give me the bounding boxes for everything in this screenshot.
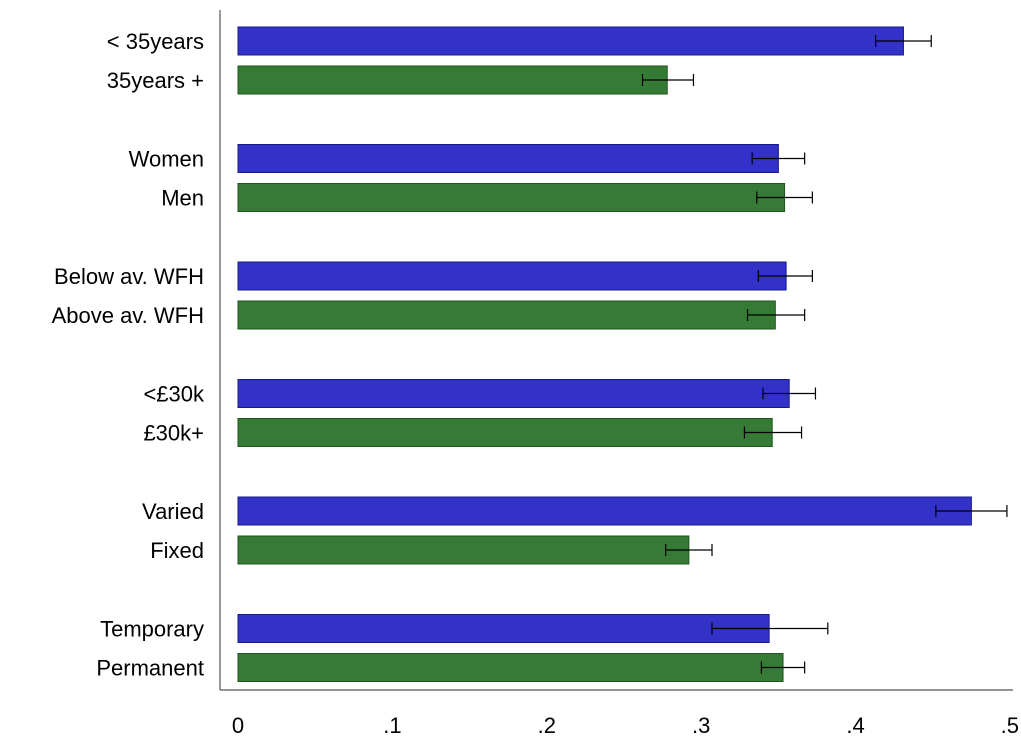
x-tick-label-0: 0 bbox=[232, 713, 244, 738]
category-label-5: Above av. WFH bbox=[52, 303, 204, 328]
bar-11 bbox=[237, 653, 784, 682]
category-label-2: Women bbox=[129, 147, 204, 172]
bar-0 bbox=[237, 26, 904, 56]
error-bar-7 bbox=[743, 426, 803, 439]
category-label-6: <£30k bbox=[143, 382, 205, 407]
x-tick-label-5: .5 bbox=[1001, 713, 1019, 738]
category-labels: < 35years 35years + Women Men Below av. WFH A… bbox=[52, 29, 205, 681]
bar-3 bbox=[237, 183, 786, 212]
category-label-10: Temporary bbox=[100, 617, 204, 642]
error-bars-group bbox=[641, 35, 1008, 674]
error-bar-1 bbox=[641, 74, 695, 86]
bar-6 bbox=[237, 379, 790, 408]
bar-2 bbox=[237, 144, 779, 173]
x-tick-labels: 0 .1 .2 .3 .4 .5 bbox=[232, 713, 1019, 738]
x-tick-label-2: .2 bbox=[538, 713, 556, 738]
category-label-8: Varied bbox=[142, 499, 204, 524]
category-label-4: Below av. WFH bbox=[54, 264, 204, 289]
error-bar-6 bbox=[762, 387, 817, 400]
error-bar-3 bbox=[756, 191, 813, 204]
bars-group bbox=[237, 26, 972, 682]
error-bar-11 bbox=[760, 661, 806, 674]
bar-9 bbox=[237, 535, 690, 565]
x-tick-label-3: .3 bbox=[692, 713, 710, 738]
error-bar-10 bbox=[711, 622, 829, 635]
error-bar-4 bbox=[757, 270, 813, 282]
bar-5 bbox=[237, 300, 776, 330]
error-bar-9 bbox=[665, 544, 713, 556]
category-label-1: 35years + bbox=[107, 68, 204, 93]
error-bar-0 bbox=[875, 35, 932, 47]
bar-10 bbox=[237, 614, 770, 643]
bar-8 bbox=[237, 496, 972, 526]
error-bar-5 bbox=[746, 309, 806, 321]
bar-1 bbox=[237, 65, 668, 95]
category-label-0: < 35years bbox=[107, 29, 204, 54]
category-label-9: Fixed bbox=[150, 538, 204, 563]
error-bar-2 bbox=[751, 152, 806, 165]
category-label-11: Permanent bbox=[96, 656, 204, 681]
error-bar-8 bbox=[935, 505, 1008, 517]
bar-7 bbox=[237, 418, 773, 447]
category-label-7: £30k+ bbox=[143, 421, 204, 446]
x-tick-label-1: .1 bbox=[383, 713, 401, 738]
x-tick-label-4: .4 bbox=[846, 713, 864, 738]
category-label-3: Men bbox=[161, 186, 204, 211]
bar-4 bbox=[237, 261, 787, 291]
